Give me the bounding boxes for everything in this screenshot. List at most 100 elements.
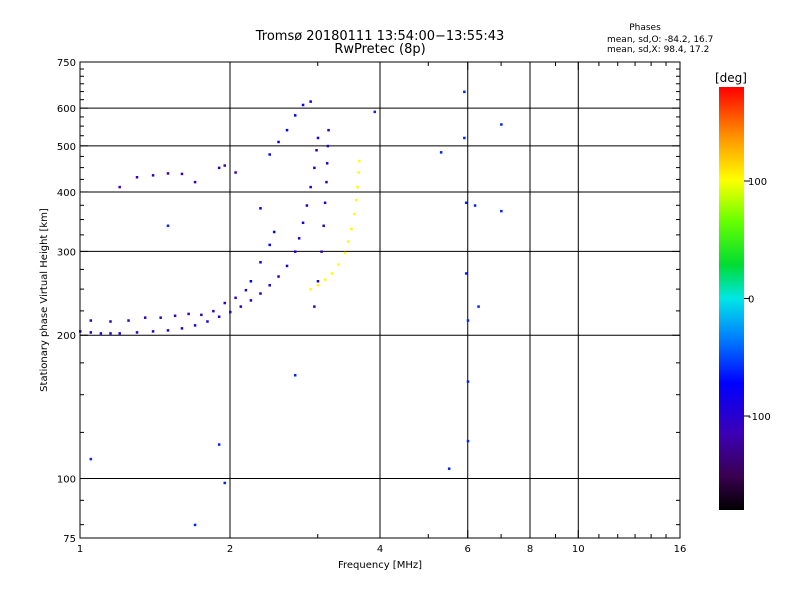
data-point [356, 185, 359, 189]
data-point [439, 151, 443, 154]
data-point [193, 324, 197, 327]
data-point [500, 209, 503, 213]
data-point [259, 261, 262, 264]
colorbar-tick-label: 0 [748, 295, 754, 306]
data-point [293, 250, 297, 253]
data-point [357, 159, 361, 163]
stats-line-x: mean, sd,X: 98.4, 17.2 [607, 45, 709, 55]
data-point [234, 296, 237, 300]
data-point [337, 263, 340, 266]
y-tick-label: 300 [57, 247, 76, 258]
data-point [330, 272, 334, 275]
data-point [151, 174, 155, 177]
data-point [500, 123, 503, 126]
data-points-layer [79, 90, 503, 527]
y-tick-label: 100 [57, 475, 76, 486]
data-point [277, 140, 280, 144]
data-point [316, 136, 320, 140]
data-point [353, 212, 356, 216]
colorbar: [deg] 100 0 -100 [715, 71, 771, 510]
data-point [166, 224, 170, 228]
data-point [234, 171, 237, 174]
data-point [464, 201, 468, 205]
y-axis-label: Stationary phase Virtual Height [km] [39, 208, 50, 392]
x-tick-label: 10 [572, 544, 585, 555]
data-point [272, 230, 276, 234]
x-tick-label: 4 [377, 544, 383, 555]
stats-heading: Phases [629, 23, 661, 33]
data-point [193, 180, 197, 184]
data-point [463, 136, 466, 140]
trace-o-mode-upper-branch [313, 128, 330, 308]
data-point [166, 329, 170, 332]
colorbar-label: [deg] [715, 71, 747, 85]
data-point [313, 305, 316, 308]
data-point [223, 164, 227, 167]
data-point [305, 204, 309, 207]
data-point [193, 523, 197, 527]
data-point [325, 162, 329, 165]
data-point [316, 284, 320, 287]
data-point [229, 310, 232, 314]
y-tick-label: 750 [57, 58, 76, 69]
trace-o-mode-trace [79, 136, 320, 335]
data-point [206, 320, 209, 323]
data-point [180, 327, 184, 330]
data-point [244, 288, 248, 292]
data-point [293, 114, 297, 117]
data-point [239, 305, 243, 308]
data-point [357, 171, 360, 174]
data-point [466, 319, 470, 322]
data-point [99, 332, 103, 335]
trace-cyan-branch [249, 100, 312, 283]
data-point [89, 457, 93, 461]
x-tick-label: 2 [227, 544, 233, 555]
x-tick-label: 6 [465, 544, 471, 555]
data-point [354, 198, 358, 202]
data-point [327, 128, 330, 132]
y-tick-label: 75 [63, 534, 76, 545]
data-point [217, 443, 221, 446]
trace-high-layer-returns [118, 164, 237, 189]
stats-line-o: mean, sd,O: -84.2, 16.7 [607, 35, 713, 45]
data-point [109, 320, 112, 323]
data-point [325, 180, 328, 184]
data-point [320, 250, 323, 253]
data-point [118, 185, 121, 189]
data-point [473, 204, 477, 207]
x-tick-label: 8 [527, 544, 533, 555]
trace-spread-e-points [89, 288, 248, 323]
data-point [143, 316, 147, 319]
data-point [180, 172, 184, 176]
colorbar-tick-label: 100 [748, 177, 767, 188]
axes-layer: 1 2 4 6 8 10 16 75 100 200 300 400 500 600 750 [57, 58, 686, 555]
data-point [268, 243, 271, 247]
x-axis-label: Frequency [MHz] [338, 560, 422, 571]
x-tick-label: 1 [77, 544, 83, 555]
data-point [301, 103, 305, 107]
data-point [217, 315, 221, 318]
data-point [268, 153, 271, 156]
trace-x-mode-trace [309, 159, 361, 291]
data-point [135, 175, 139, 179]
data-point [223, 301, 227, 305]
data-point [187, 312, 190, 316]
data-point [89, 319, 93, 322]
data-point [301, 221, 305, 225]
data-point [346, 240, 350, 243]
data-point [212, 309, 215, 313]
data-point [313, 166, 316, 170]
data-point [463, 90, 466, 94]
data-point [447, 467, 451, 470]
data-point [350, 227, 353, 231]
x-tick-label: 16 [674, 544, 687, 555]
data-point [127, 319, 130, 322]
data-point [297, 237, 301, 240]
data-point [173, 314, 177, 318]
data-point [89, 331, 93, 334]
data-point [466, 380, 470, 383]
data-point [323, 201, 327, 205]
data-point [309, 288, 312, 291]
data-point [249, 280, 253, 283]
